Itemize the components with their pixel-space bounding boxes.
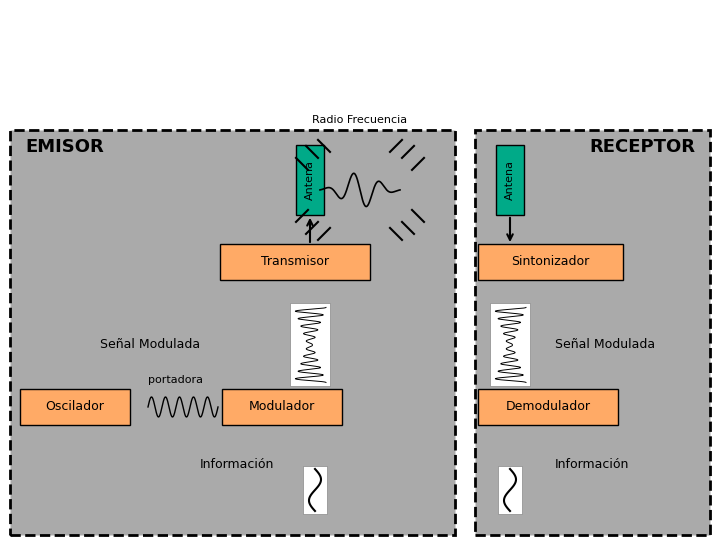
FancyBboxPatch shape xyxy=(220,244,370,280)
FancyBboxPatch shape xyxy=(478,389,618,425)
FancyBboxPatch shape xyxy=(290,303,330,387)
FancyBboxPatch shape xyxy=(496,145,524,215)
FancyBboxPatch shape xyxy=(475,130,710,535)
Text: Señal Modulada: Señal Modulada xyxy=(555,339,655,352)
Text: Antena: Antena xyxy=(305,160,315,200)
Text: Sintonizador: Sintonizador xyxy=(511,255,590,268)
FancyBboxPatch shape xyxy=(490,303,530,387)
FancyBboxPatch shape xyxy=(478,244,623,280)
FancyBboxPatch shape xyxy=(296,145,324,215)
FancyBboxPatch shape xyxy=(498,466,522,514)
Text: Información: Información xyxy=(555,458,629,471)
FancyBboxPatch shape xyxy=(222,389,342,425)
Text: Radio Frecuencia: Radio Frecuencia xyxy=(312,115,408,125)
Text: Modulador: Modulador xyxy=(249,401,315,414)
Text: Señal Modulada: Señal Modulada xyxy=(100,339,200,352)
FancyBboxPatch shape xyxy=(10,130,455,535)
Text: Antena: Antena xyxy=(505,160,515,200)
Text: Sistema de Transmisión de RF: Sistema de Transmisión de RF xyxy=(0,25,720,75)
Text: RECEPTOR: RECEPTOR xyxy=(589,138,695,156)
FancyBboxPatch shape xyxy=(303,466,327,514)
Text: Oscilador: Oscilador xyxy=(45,401,104,414)
Text: Transmisor: Transmisor xyxy=(261,255,329,268)
FancyBboxPatch shape xyxy=(20,389,130,425)
Text: portadora: portadora xyxy=(148,375,203,385)
Text: EMISOR: EMISOR xyxy=(25,138,104,156)
Text: Demodulador: Demodulador xyxy=(505,401,590,414)
Text: Información: Información xyxy=(200,458,274,471)
